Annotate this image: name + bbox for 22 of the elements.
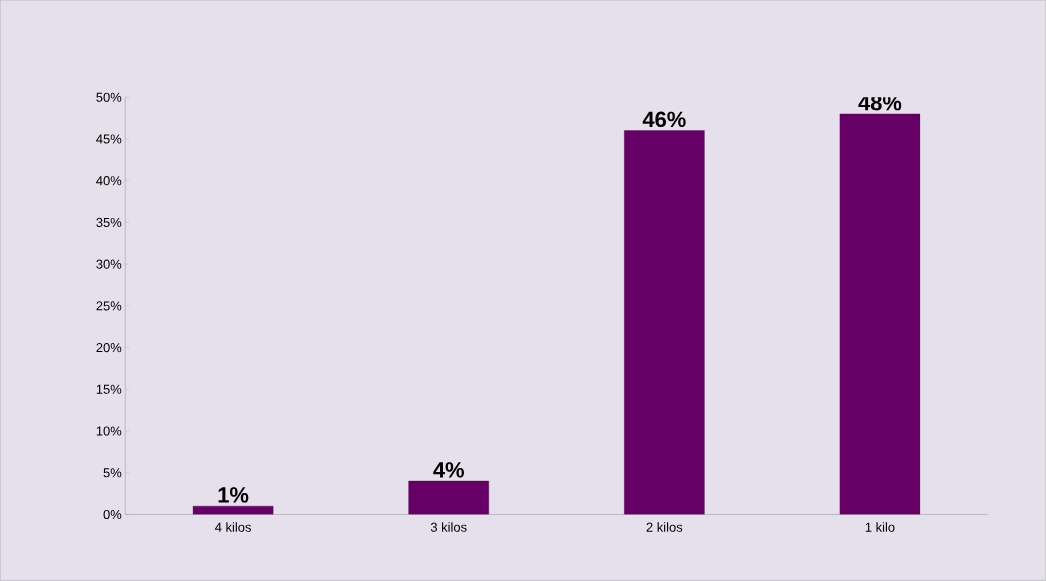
y-tick-label: 10% [96,426,122,436]
x-tick-label: 4 kilos [215,522,251,532]
data-label: 46% [642,111,686,128]
y-tick-label: 25% [96,301,122,311]
y-tick-label: 5% [103,468,122,478]
y-tick-label: 20% [96,343,122,353]
x-tick-label: 2 kilos [646,522,683,532]
data-label: 4% [433,462,464,478]
bar [192,506,274,515]
bar [624,130,705,515]
y-tick-label: 50% [96,92,122,102]
y-tick-label: 45% [96,134,122,144]
bar [408,481,489,515]
y-tick-label: 0% [103,510,122,520]
data-label: 1% [218,487,249,503]
y-tick-label: 30% [96,259,122,269]
y-tick-label: 15% [96,384,122,395]
x-tick-label: 3 kilos [430,522,467,532]
bar [839,113,921,515]
y-tick-label: 40% [96,176,122,186]
y-tick-label: 35% [96,217,122,228]
x-tick-label: 1 kilo [865,522,895,532]
